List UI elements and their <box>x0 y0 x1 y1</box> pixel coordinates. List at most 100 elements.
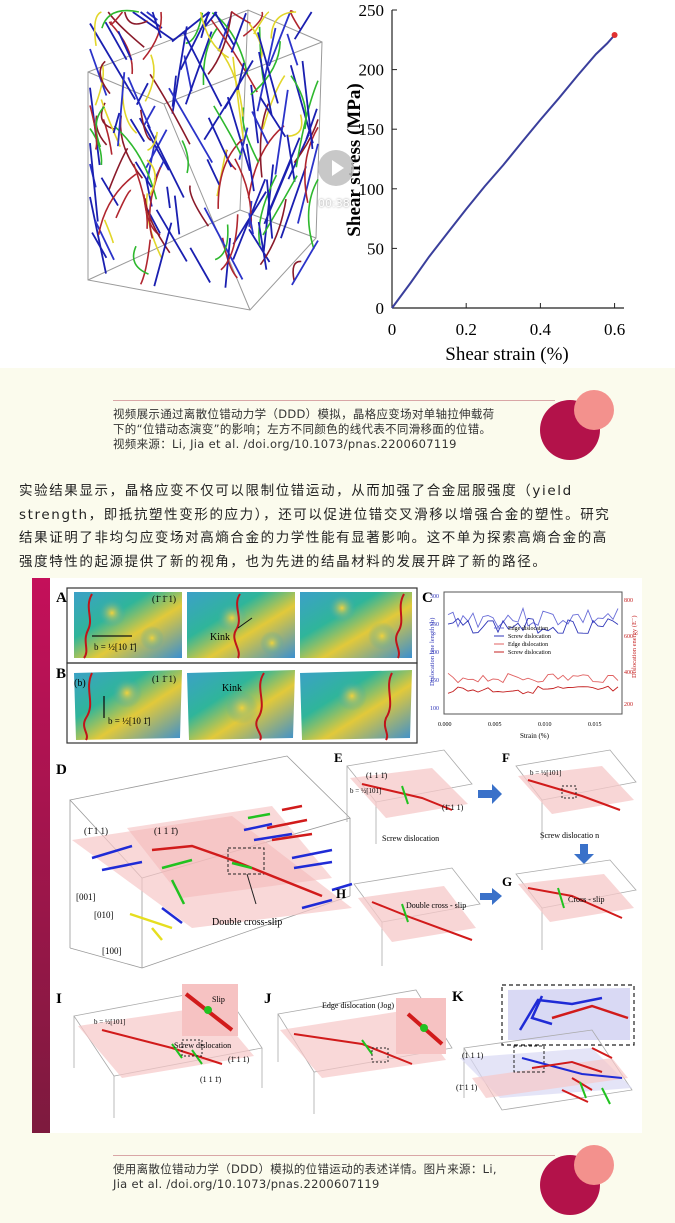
dislocation-line <box>262 175 298 236</box>
flow-arrows <box>478 784 594 905</box>
dislocation-line <box>166 186 171 209</box>
panel-j-note: Edge dislocation (Jog) <box>322 1001 394 1010</box>
panel-e: E (1 1 1̄) (1̄ 1 1) b = ½[101] Screw dis… <box>334 749 473 844</box>
dislocation-line <box>134 161 153 188</box>
panel-d-axis-001: [001] <box>76 892 96 902</box>
panel-c-ylabel-left: Dislocation line length (b) <box>429 618 436 686</box>
panel-i: I Slip Screw dislocation b = ½[101] (1̄ … <box>56 984 263 1118</box>
dislocation-line <box>100 177 119 207</box>
panel-h: H Double cross - slip <box>336 867 481 966</box>
panel-label-i: I <box>56 991 62 1007</box>
dislocation-line <box>230 11 252 25</box>
ddd-figure: A (1̄ 1̄ 1) b = ½[10 1̄] Kink B (b) (1 1… <box>32 578 642 1133</box>
figure-accent-bar <box>32 578 50 1133</box>
dislocation-line <box>171 11 210 43</box>
panel-h-note: Double cross - slip <box>406 901 466 910</box>
panel-c-ylabel-right: Dislocation energy (E⁻) <box>631 615 638 678</box>
caption-line: 下的“位错动态演变”的影响；左方不同颜色的线代表不同滑移面的位错。 <box>113 422 492 436</box>
dislocation-line <box>258 51 273 116</box>
dislocation-line <box>286 33 299 66</box>
dislocation-line <box>182 31 223 107</box>
dislocation-line <box>89 196 107 274</box>
dislocation-line <box>181 140 189 174</box>
dislocation-line <box>117 30 133 61</box>
dislocation-line <box>189 247 211 283</box>
panel-k-plane1: (1 1 1) <box>462 1051 484 1060</box>
figure-canvas: A (1̄ 1̄ 1) b = ½[10 1̄] Kink B (b) (1 1… <box>56 587 638 1118</box>
dislocation-line <box>108 21 134 75</box>
panel-k-plane2: (1̄ 1 1) <box>456 1083 478 1092</box>
panel-b: B (b) (1 1̄ 1) b = ½[10 1̄] Kink <box>56 662 418 744</box>
dislocation-line <box>89 128 103 165</box>
dislocation-line <box>263 160 292 225</box>
dislocation-line <box>206 159 221 186</box>
panel-j: J Edge dislocation (Jog) <box>264 989 453 1114</box>
panel-c-xlabel: Strain (%) <box>520 732 550 740</box>
dislocation-line <box>115 189 132 219</box>
dislocation-line <box>89 23 136 100</box>
dislocation-line <box>149 73 191 145</box>
decor-dot-small <box>574 1145 614 1185</box>
video-frame[interactable]: 0 50 100 150 200 250 0 0.2 0.4 0.6 Shear strain (%… <box>0 0 675 368</box>
dislocation-line <box>107 11 145 48</box>
panel-c-legend-item: Screw dislocation <box>508 634 551 640</box>
panel-d: D (1̄ 1 1) (1 1 <box>56 755 353 969</box>
panel-c-line <box>447 685 619 695</box>
panel-label-k: K <box>452 989 464 1005</box>
panel-c-ytick-right: 400 <box>624 670 633 676</box>
panel-c-line <box>447 672 619 684</box>
y-tick-label: 200 <box>359 61 385 80</box>
panel-f: F b = ½[101] Screw dislocatio n <box>502 749 637 840</box>
panel-i-plane1: (1̄ 1 1) <box>228 1055 250 1064</box>
panel-d-axis-010: [010] <box>94 910 114 920</box>
dislocation-line <box>236 62 245 91</box>
panel-c-legend-item: Edge dislocation <box>508 626 548 632</box>
dislocation-line <box>139 109 152 141</box>
dislocation-line <box>301 60 314 150</box>
dislocation-line <box>89 105 98 150</box>
x-tick-label: 0 <box>388 320 397 339</box>
dislocation-line <box>108 147 129 191</box>
panel-c-legend: Edge dislocation Screw dislocation Edge … <box>494 626 551 656</box>
dislocation-line <box>146 124 185 198</box>
dislocation-line <box>89 143 99 222</box>
x-tick-label: 0.2 <box>456 320 477 339</box>
dislocation-line <box>305 108 318 140</box>
series-end-point <box>611 32 618 39</box>
series-line <box>391 34 616 309</box>
panel-b-kink: Kink <box>222 683 242 694</box>
dislocation-line <box>248 213 254 235</box>
dislocation-line <box>99 60 111 95</box>
dislocation-line <box>144 54 155 102</box>
dislocation-lines <box>89 9 319 288</box>
panel-b-sub: (b) <box>74 678 86 689</box>
video-caption: 视频展示通过离散位错动力学（DDD）模拟，晶格应变场对单轴拉伸载荷 下的“位错动… <box>113 400 555 452</box>
play-button[interactable] <box>318 150 354 186</box>
panel-i-note: Screw dislocation <box>174 1041 231 1050</box>
panel-c-ytick-right: 800 <box>624 598 633 604</box>
dislocation-line <box>179 11 211 71</box>
dislocation-line <box>259 96 287 138</box>
panel-c-ytick-right: 600 <box>624 634 633 640</box>
dislocation-line <box>297 143 319 224</box>
dislocation-line <box>140 11 163 29</box>
dislocation-line <box>242 11 264 37</box>
dislocation-line <box>304 126 319 203</box>
dislocation-line <box>117 72 126 147</box>
y-axis-label: Shear stress (MPa) <box>344 83 365 236</box>
dislocation-line <box>142 11 163 61</box>
dislocation-line <box>97 173 137 236</box>
dislocation-line <box>189 185 210 227</box>
caption-rule <box>113 400 555 401</box>
panel-label-e: E <box>334 750 343 765</box>
dislocation-line <box>268 11 292 67</box>
panel-d-axis-100: [100] <box>102 946 122 956</box>
y-tick-label: 150 <box>359 120 385 139</box>
panel-c-xtick: 0.010 <box>538 722 552 728</box>
caption-line: Jia et al. /doi.org/10.1073/pnas.2200607… <box>113 1177 380 1191</box>
dislocation-line <box>203 207 244 280</box>
panel-i-plane2: (1 1 1̄) <box>200 1075 222 1084</box>
dislocation-line <box>247 125 285 199</box>
paragraph-line: 强度特性的起源提供了新的视角，也为先进的结晶材料的发展开辟了新的路径。 <box>19 553 548 570</box>
dislocation-line <box>171 75 177 107</box>
